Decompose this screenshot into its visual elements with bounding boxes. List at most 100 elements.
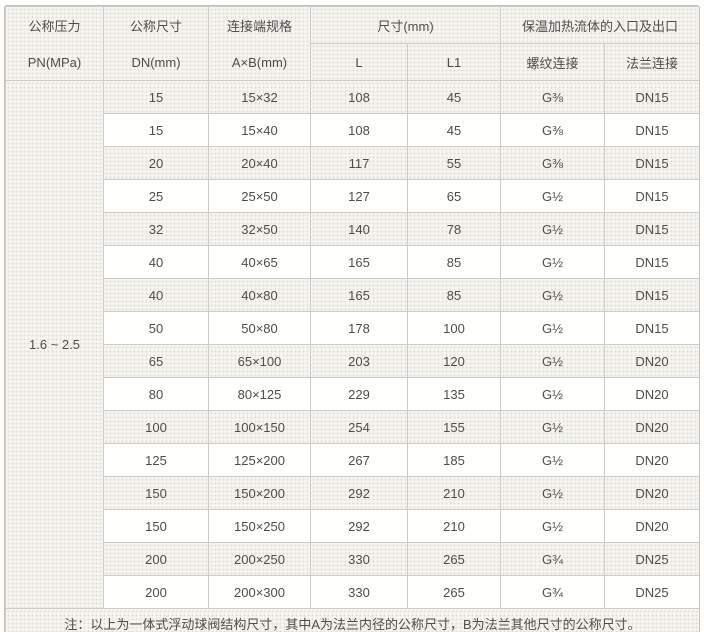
cell-dn: 40: [103, 245, 209, 279]
cell-axb: 65×100: [208, 344, 311, 378]
cell-flange-connection: DN15: [604, 146, 699, 180]
cell-dn: 65: [103, 344, 209, 378]
table-row: 25 25×50 127 65 G½ DN15: [6, 179, 699, 213]
header-connection-cn: 连接端规格: [226, 18, 292, 34]
cell-thread-connection: G½: [500, 311, 606, 345]
cell-thread-connection: G½: [500, 410, 606, 444]
cell-thread-connection: G¾: [500, 542, 606, 576]
cell-l: 127: [310, 179, 408, 213]
cell-l: 330: [310, 575, 408, 609]
cell-dn: 40: [103, 278, 209, 312]
cell-l: 229: [310, 377, 408, 411]
cell-l1: 210: [406, 476, 502, 510]
cell-l1: 210: [406, 509, 502, 543]
table-row: 20 20×40 117 55 G⅜ DN15: [6, 146, 699, 180]
header-dn-unit: DN(mm): [131, 54, 181, 70]
header-dn-cn: 公称尺寸: [129, 18, 182, 34]
cell-l1: 45: [406, 80, 502, 114]
table-row: 150 150×250 292 210 G½ DN20: [6, 509, 699, 543]
cell-flange-connection: DN15: [604, 245, 699, 279]
cell-l1: 155: [406, 410, 502, 444]
table-row: 40 40×80 165 85 G½ DN15: [6, 278, 699, 312]
table-row: 150 150×200 292 210 G½ DN20: [6, 476, 699, 510]
cell-axb: 40×80: [208, 278, 311, 312]
cell-flange-connection: DN25: [604, 575, 699, 609]
spec-table: 公称压力 PN(MPa) 公称尺寸 DN(mm) 连接端规格 A×B(mm) 尺…: [5, 6, 699, 632]
table-row: 65 65×100 203 120 G½ DN20: [6, 344, 699, 378]
cell-dn: 150: [103, 476, 209, 510]
cell-l1: 120: [406, 344, 502, 378]
cell-thread-connection: G½: [500, 377, 606, 411]
cell-axb: 25×50: [208, 179, 311, 213]
cell-l1: 65: [406, 179, 502, 213]
spec-table-footer: 注：以上为一体式浮动球阀结构尺寸，其中A为法兰内径的公称尺寸，B为法兰其他尺寸的…: [5, 608, 699, 632]
cell-l1: 55: [406, 146, 502, 180]
cell-l1: 85: [406, 278, 502, 312]
cell-thread-connection: G½: [500, 212, 606, 246]
table-row: 80 80×125 229 135 G½ DN20: [6, 377, 699, 411]
cell-flange-connection: DN15: [604, 212, 699, 246]
cell-axb: 150×200: [208, 476, 311, 510]
header-dn: 公称尺寸 DN(mm): [103, 6, 209, 81]
header-size-group: 尺寸(mm): [309, 6, 502, 44]
cell-axb: 15×32: [208, 80, 311, 114]
cell-l: 330: [310, 542, 408, 576]
cell-dn: 150: [103, 509, 209, 543]
pressure-span-cell: 1.6 ~ 2.5: [5, 80, 104, 609]
cell-l: 254: [310, 410, 408, 444]
cell-l: 117: [310, 146, 408, 180]
cell-dn: 100: [103, 410, 209, 444]
cell-flange-connection: DN15: [604, 80, 699, 114]
cell-axb: 40×65: [208, 245, 311, 279]
cell-thread-connection: G⅜: [500, 113, 606, 147]
cell-thread-connection: G½: [500, 476, 606, 510]
cell-l: 140: [310, 212, 408, 246]
table-row: 40 40×65 165 85 G½ DN15: [6, 245, 699, 279]
cell-axb: 200×300: [208, 575, 311, 609]
header-l1: L1: [406, 43, 502, 81]
note-row: 注：以上为一体式浮动球阀结构尺寸，其中A为法兰内径的公称尺寸，B为法兰其他尺寸的…: [5, 608, 699, 632]
header-row-2: L L1 螺纹连接 法兰连接: [6, 43, 699, 81]
cell-thread-connection: G⅜: [500, 80, 606, 114]
cell-dn: 125: [103, 443, 209, 477]
cell-dn: 25: [103, 179, 209, 213]
cell-axb: 80×125: [208, 377, 311, 411]
cell-flange-connection: DN25: [604, 542, 699, 576]
cell-thread-connection: G½: [500, 245, 606, 279]
cell-l1: 135: [406, 377, 502, 411]
cell-flange-connection: DN15: [604, 278, 699, 312]
cell-thread-connection: G½: [500, 179, 606, 213]
header-pressure-unit: PN(MPa): [27, 54, 82, 70]
spec-table-body: 1.6 ~ 2.5 15 15×32 108 45 G⅜ DN15 15 15×40 108 45 G…: [5, 80, 699, 609]
cell-thread-connection: G½: [500, 344, 606, 378]
cell-l: 165: [310, 278, 408, 312]
spec-table-header: 公称压力 PN(MPa) 公称尺寸 DN(mm) 连接端规格 A×B(mm) 尺…: [5, 6, 699, 81]
cell-l: 178: [310, 311, 408, 345]
cell-l1: 185: [406, 443, 502, 477]
header-flow-group: 保温加热流体的入口及出口: [500, 6, 699, 44]
cell-flange-connection: DN20: [604, 509, 699, 543]
cell-thread-connection: G¾: [500, 575, 606, 609]
cell-l: 292: [310, 476, 408, 510]
table-row: 100 100×150 254 155 G½ DN20: [6, 410, 699, 444]
table-row: 200 200×250 330 265 G¾ DN25: [6, 542, 699, 576]
cell-dn: 32: [103, 212, 209, 246]
header-connection-unit: A×B(mm): [231, 54, 288, 70]
cell-l: 165: [310, 245, 408, 279]
cell-axb: 100×150: [208, 410, 311, 444]
cell-flange-connection: DN15: [604, 311, 699, 345]
cell-l1: 265: [406, 542, 502, 576]
cell-l1: 265: [406, 575, 502, 609]
cell-l1: 78: [406, 212, 502, 246]
table-row: 32 32×50 140 78 G½ DN15: [6, 212, 699, 246]
cell-l1: 45: [406, 113, 502, 147]
cell-l1: 100: [406, 311, 502, 345]
table-row: 50 50×80 178 100 G½ DN15: [6, 311, 699, 345]
cell-dn: 80: [103, 377, 209, 411]
cell-thread-connection: G½: [500, 278, 606, 312]
header-pressure: 公称压力 PN(MPa): [5, 6, 104, 81]
cell-l: 108: [310, 80, 408, 114]
cell-axb: 125×200: [208, 443, 311, 477]
cell-l1: 85: [406, 245, 502, 279]
